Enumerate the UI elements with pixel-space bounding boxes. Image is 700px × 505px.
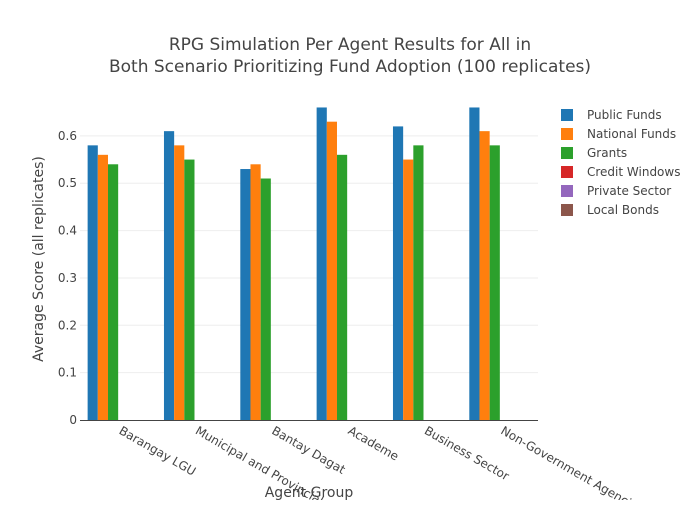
chart-title-line-1: RPG Simulation Per Agent Results for All… bbox=[169, 35, 531, 55]
legend-label: Credit Windows bbox=[587, 165, 680, 179]
bar bbox=[174, 145, 185, 420]
legend-label: Private Sector bbox=[587, 184, 671, 198]
y-tick-label: 0.5 bbox=[58, 176, 77, 190]
y-tick-label: 0.2 bbox=[58, 318, 77, 332]
y-tick-label: 0.1 bbox=[58, 366, 77, 380]
bar bbox=[240, 169, 251, 420]
legend-label: National Funds bbox=[587, 127, 676, 141]
legend-swatch bbox=[561, 109, 573, 121]
bar bbox=[336, 154, 348, 420]
x-tick-label: Barangay LGU bbox=[117, 423, 199, 478]
bar bbox=[469, 107, 480, 420]
bar bbox=[163, 131, 175, 420]
grid-lines bbox=[80, 135, 538, 374]
bar bbox=[97, 154, 108, 420]
x-tick-label: Academe bbox=[346, 423, 402, 463]
legend-label: Grants bbox=[587, 146, 627, 160]
bar bbox=[403, 159, 414, 420]
bars bbox=[87, 107, 500, 421]
y-axis-title: Average Score (all replicates) bbox=[31, 156, 47, 362]
y-tick-label: 0.4 bbox=[58, 224, 77, 238]
legend-swatch bbox=[561, 147, 573, 159]
bar bbox=[184, 159, 195, 420]
legend-swatch bbox=[561, 128, 573, 140]
legend-label: Local Bonds bbox=[587, 203, 659, 217]
legend: Public Funds National Funds Grants Credit W… bbox=[561, 108, 680, 217]
bar bbox=[479, 131, 490, 420]
x-tick-label: Non-Government Agencies bbox=[498, 423, 645, 500]
bar bbox=[392, 126, 404, 420]
y-tick-labels: 0 0.1 0.2 0.3 0.4 0.5 0.6 bbox=[58, 129, 77, 427]
legend-swatch bbox=[561, 166, 573, 178]
x-axis-title: Agent Group bbox=[265, 485, 354, 500]
bar bbox=[413, 145, 424, 420]
y-tick-label: 0.6 bbox=[58, 129, 77, 143]
chart-title-line-2: Both Scenario Prioritizing Fund Adoption… bbox=[109, 57, 591, 77]
legend-swatch bbox=[561, 204, 573, 216]
bar bbox=[107, 164, 119, 420]
x-tick-label: Business Sector bbox=[422, 423, 512, 483]
x-tick-label: Bantay Dagat bbox=[269, 423, 348, 476]
legend-swatch bbox=[561, 185, 573, 197]
y-tick-label: 0.3 bbox=[58, 271, 77, 285]
bar bbox=[326, 121, 337, 421]
bar bbox=[316, 107, 327, 420]
bar bbox=[250, 164, 261, 420]
bar bbox=[260, 178, 271, 420]
legend-label: Public Funds bbox=[587, 108, 662, 122]
y-tick-label: 0 bbox=[69, 413, 77, 427]
bar bbox=[489, 145, 500, 420]
bar bbox=[87, 145, 98, 420]
